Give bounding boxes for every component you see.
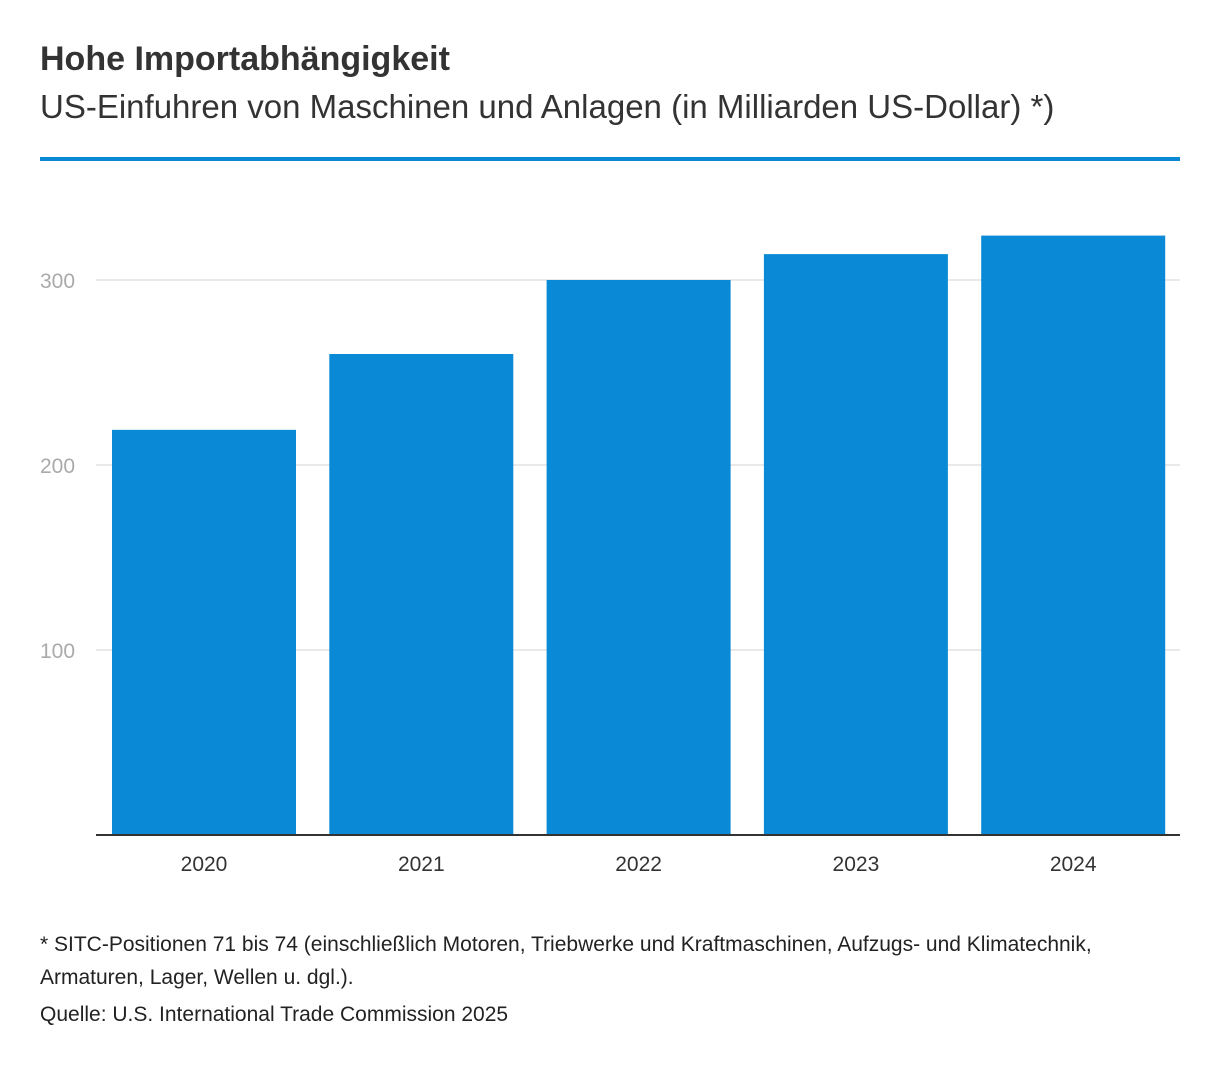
x-tick-label: 2022 <box>615 853 662 876</box>
x-tick-label: 2021 <box>398 853 445 876</box>
source-note: Quelle: U.S. International Trade Commiss… <box>40 1003 509 1026</box>
x-tick-label: 2024 <box>1050 853 1097 876</box>
x-tick-label: 2020 <box>181 853 228 876</box>
chart-subtitle: US-Einfuhren von Maschinen und Anlagen (… <box>40 88 1055 125</box>
footnote: * SITC-Positionen 71 bis 74 (einschließl… <box>40 933 1092 989</box>
bar-2022 <box>546 280 731 835</box>
bar-2024 <box>981 235 1166 836</box>
bar-2021 <box>329 354 514 835</box>
chart-title: Hohe Importabhängigkeit <box>40 40 450 78</box>
bar-chart: 100 200 300 2020 2021 2022 2023 2024 <box>40 235 1180 876</box>
y-tick-label: 100 <box>40 640 75 663</box>
bar-2020 <box>112 429 296 835</box>
y-tick-label: 300 <box>40 270 75 293</box>
title-divider <box>40 157 1180 161</box>
y-tick-label: 200 <box>40 455 75 478</box>
bar-2023 <box>763 254 948 836</box>
x-tick-label: 2023 <box>833 853 880 876</box>
